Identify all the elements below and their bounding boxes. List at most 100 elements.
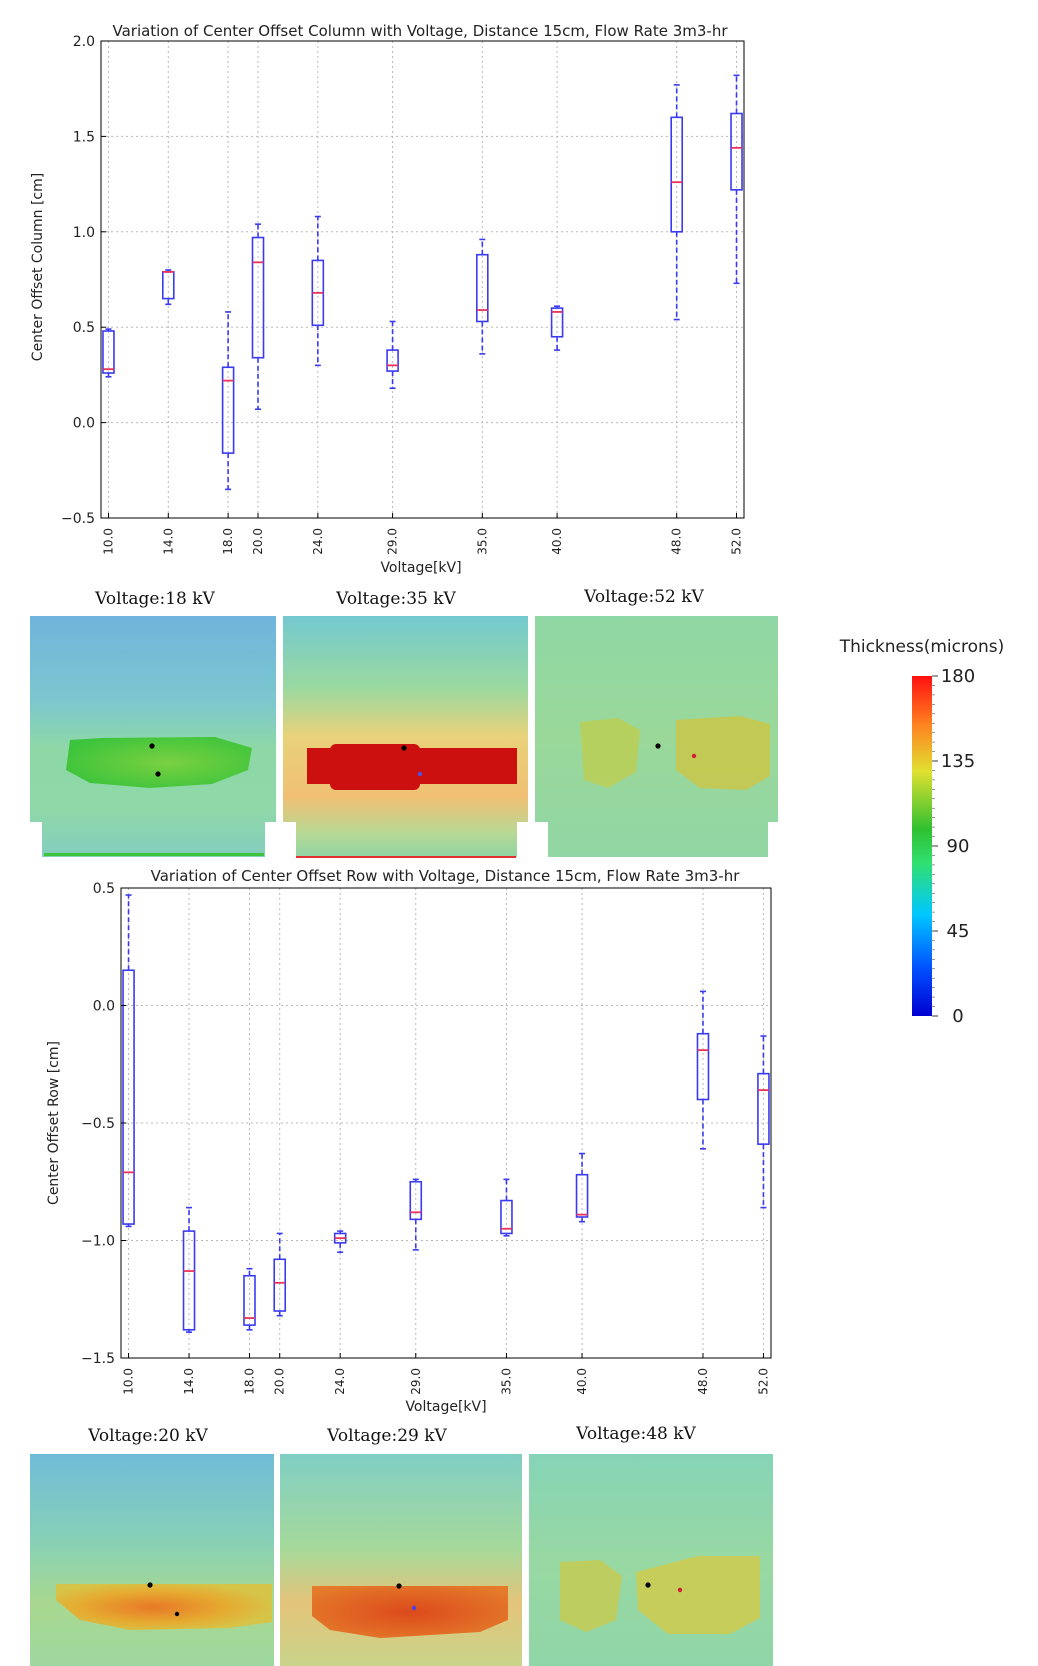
chart1-ytick-label: 1.0 [73, 225, 95, 241]
chart2-xtick-label: 24.0 [333, 1368, 347, 1395]
colorbar-tick-label: 180 [941, 666, 975, 687]
chart1-xtick-label: 52.0 [730, 528, 744, 555]
chart2-box-10.0kv [122, 894, 135, 1228]
chart1-box-29.0kv [386, 320, 399, 390]
chart1-box-20.0kv [251, 223, 265, 411]
chart1-xtick-label: 14.0 [161, 528, 175, 555]
chart1-ytick-label: 2.0 [73, 34, 95, 50]
chart2-box-24.0kv [333, 1230, 347, 1254]
chart1-xtick-label: 18.0 [221, 528, 235, 555]
chart2-box-35.0kv [500, 1178, 513, 1237]
iqr-box [182, 1230, 196, 1331]
chart2-xtick-label: 29.0 [409, 1368, 423, 1395]
map-label-52kv: Voltage:52 kV [583, 587, 704, 607]
iqr-box [273, 1258, 287, 1312]
thickness-map-row-1: Voltage:18 kV Voltage:35 kV Voltage:52 k… [30, 587, 778, 858]
thickness-map-29kv [280, 1454, 522, 1666]
chart2-grid [121, 888, 771, 1358]
colorbar: Thickness(microns) 180 135 90 45 0 [839, 637, 1005, 1027]
chart2-ytick-label: −1.5 [81, 1351, 115, 1367]
chart2-box-48.0kv [696, 990, 710, 1150]
chart2-box-18.0kv [243, 1267, 256, 1331]
chart2-box-29.0kv [409, 1178, 423, 1251]
chart2-ytick-label: 0.0 [93, 999, 115, 1015]
iqr-box [251, 236, 265, 359]
iqr-box [221, 366, 235, 454]
iqr-box [386, 349, 399, 372]
box-plot-center-offset-row: Variation of Center Offset Row with Volt… [46, 867, 772, 1415]
chart1-xtick-label: 48.0 [670, 528, 684, 555]
chart2-ytick-label: −0.5 [81, 1116, 115, 1132]
thickness-map-row-2: Voltage:20 kV Voltage:29 kV Voltage:48 k… [30, 1424, 773, 1666]
chart1-box-24.0kv [311, 215, 325, 367]
chart1-box-48.0kv [670, 84, 684, 321]
iqr-box [550, 307, 564, 338]
chart1-box-18.0kv [221, 311, 235, 491]
chart2-box-20.0kv [273, 1232, 287, 1317]
chart2-xtick-label: 10.0 [122, 1368, 136, 1395]
thickness-map-18kv [30, 616, 276, 857]
thickness-map-52kv [535, 616, 778, 857]
colorbar-tick-label: 135 [941, 751, 975, 772]
colorbar-tick-label: 90 [947, 836, 970, 857]
chart1-ytick-label: 1.5 [73, 129, 95, 145]
chart1-xtick-label: 35.0 [475, 528, 489, 555]
map-label-20kv: Voltage:20 kV [87, 1426, 208, 1446]
map-label-29kv: Voltage:29 kV [326, 1426, 447, 1446]
chart2-xtick-label: 48.0 [696, 1368, 710, 1395]
iqr-box [102, 330, 115, 374]
chart1-xtick-label: 20.0 [251, 528, 265, 555]
chart1-plot-frame [100, 40, 745, 519]
thickness-map-20kv [30, 1454, 274, 1666]
iqr-box [730, 112, 743, 191]
map-label-48kv: Voltage:48 kV [575, 1424, 696, 1444]
chart1-xlabel: Voltage[kV] [380, 560, 461, 576]
iqr-box [575, 1173, 589, 1218]
iqr-box [122, 969, 135, 1225]
chart2-xtick-label: 14.0 [182, 1368, 196, 1395]
chart2-xtick-label: 52.0 [756, 1368, 770, 1395]
chart2-xlabel: Voltage[kV] [405, 1399, 486, 1415]
chart2-xtick-label: 35.0 [499, 1368, 513, 1395]
chart2-ytick-label: 0.5 [93, 881, 115, 897]
chart1-title: Variation of Center Offset Column with V… [112, 22, 728, 40]
iqr-box [476, 253, 489, 323]
chart2-xtick-label: 20.0 [273, 1368, 287, 1395]
chart2-title: Variation of Center Offset Row with Volt… [151, 867, 741, 885]
chart2-ytick-label: −1.0 [81, 1234, 115, 1250]
iqr-box [757, 1072, 770, 1145]
chart2-xtick-label: 40.0 [575, 1368, 589, 1395]
chart1-xtick-label: 24.0 [311, 528, 325, 555]
iqr-box [670, 116, 684, 233]
colorbar-title: Thickness(microns) [839, 637, 1005, 657]
chart1-box-14.0kv [161, 269, 175, 306]
chart2-box-14.0kv [182, 1206, 196, 1333]
chart2-xtick-label: 18.0 [242, 1368, 256, 1395]
colorbar-tick-label: 45 [947, 921, 970, 942]
iqr-box [696, 1032, 710, 1101]
chart2-box-52.0kv [757, 1035, 770, 1209]
chart1-box-10.0kv [102, 328, 115, 378]
map-label-35kv: Voltage:35 kV [335, 589, 456, 609]
chart1-xtick-label: 29.0 [386, 528, 400, 555]
map-label-18kv: Voltage:18 kV [94, 589, 215, 609]
thickness-map-35kv [283, 616, 528, 858]
chart1-box-35.0kv [476, 238, 489, 355]
chart1-ytick-label: 0.5 [73, 320, 95, 336]
chart1-xtick-label: 10.0 [101, 528, 115, 555]
chart1-grid [101, 41, 744, 518]
box-plot-center-offset-column: Variation of Center Offset Column with V… [30, 22, 745, 576]
chart2-ylabel: Center Offset Row [cm] [46, 1041, 62, 1205]
chart1-ylabel: Center Offset Column [cm] [30, 173, 46, 361]
thickness-map-48kv [529, 1454, 773, 1666]
colorbar-tick-label: 0 [952, 1006, 963, 1027]
iqr-box [500, 1199, 513, 1235]
chart1-box-40.0kv [550, 305, 564, 351]
chart1-box-52.0kv [730, 74, 743, 285]
iqr-box [409, 1180, 423, 1221]
chart1-xtick-label: 40.0 [550, 528, 564, 555]
colorbar-gradient [912, 676, 932, 1016]
iqr-box [161, 271, 175, 300]
chart1-ytick-label: −0.5 [61, 511, 95, 527]
